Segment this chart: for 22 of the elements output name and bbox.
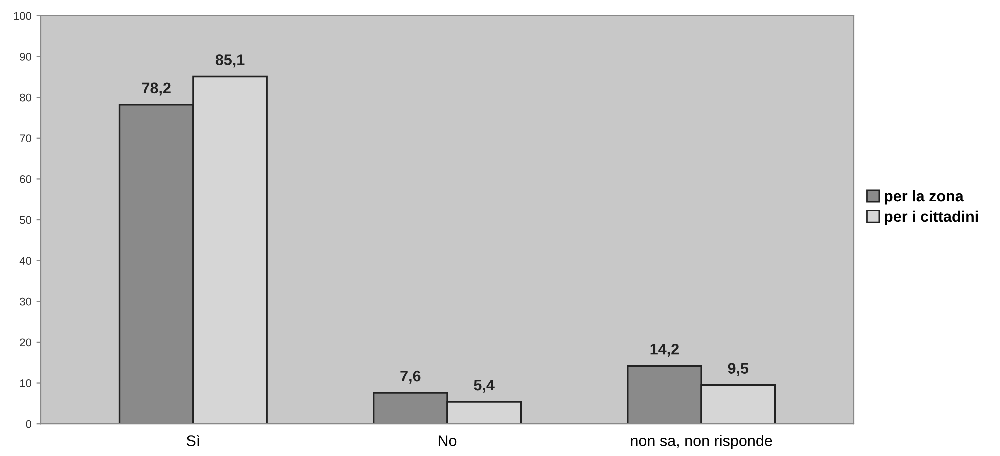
data-label: 5,4 bbox=[474, 380, 495, 393]
y-tick-label: 50 bbox=[20, 216, 32, 224]
data-label: 9,5 bbox=[728, 363, 749, 376]
y-tick-label: 70 bbox=[20, 134, 32, 143]
x-tick-label: No bbox=[438, 436, 457, 446]
legend-label: per i cittadini bbox=[885, 210, 978, 226]
y-tick-label: 10 bbox=[20, 380, 32, 388]
y-tick-label: 40 bbox=[20, 257, 32, 265]
data-label: 78,2 bbox=[142, 82, 171, 96]
x-tick-label: non sa, non risponde bbox=[631, 435, 772, 450]
data-label: 7,6 bbox=[400, 370, 421, 384]
y-tick-label: 90 bbox=[20, 53, 32, 61]
y-tick-label: 80 bbox=[20, 94, 32, 102]
y-tick-label: 100 bbox=[14, 12, 32, 20]
y-tick-label: 20 bbox=[20, 338, 32, 347]
y-tick-label: 60 bbox=[20, 175, 32, 184]
data-label: 14,2 bbox=[650, 344, 679, 357]
x-tick-label: Sì bbox=[186, 435, 200, 446]
y-tick-label: 30 bbox=[20, 298, 32, 306]
legend-label: per la zona bbox=[885, 190, 964, 205]
y-tick-label: 0 bbox=[26, 420, 32, 428]
data-label: 85,1 bbox=[216, 54, 245, 68]
